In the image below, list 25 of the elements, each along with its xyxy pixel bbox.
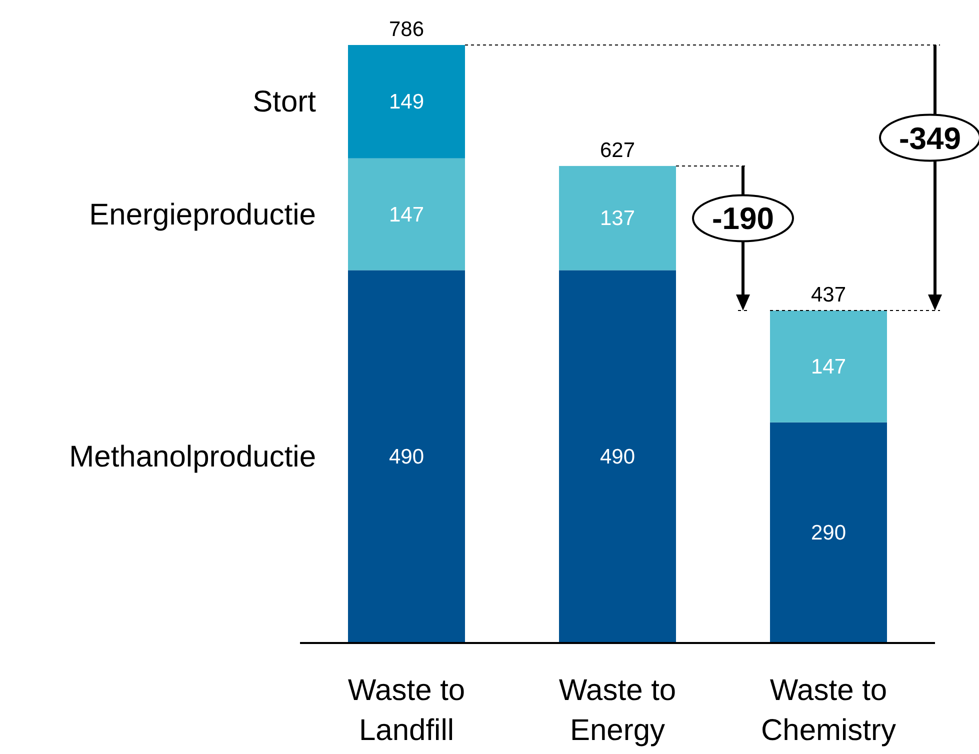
data-label: 147 (388, 203, 424, 226)
data-label: 137 (600, 207, 636, 230)
annotation: -190 (712, 201, 774, 236)
x-tick-label: Waste to Energy (558, 674, 676, 747)
data-label: 290 (810, 522, 846, 545)
data-label: 490 (600, 446, 636, 469)
series-label: Stort (252, 86, 317, 119)
bar (770, 310, 887, 422)
bar (559, 270, 676, 643)
x-tick-label: Waste to Landfill (348, 674, 466, 747)
total-label: 627 (600, 138, 636, 162)
bar (348, 270, 465, 643)
total-label: 437 (810, 284, 846, 307)
bar (559, 166, 676, 270)
bar (770, 422, 887, 643)
x-tick-label: Waste to Chemistry (760, 674, 896, 747)
bar (348, 45, 465, 158)
series-label: Energieproductie (89, 198, 316, 232)
annotation: -349 (898, 120, 962, 156)
data-label: 149 (388, 90, 424, 114)
bar (348, 158, 465, 270)
data-label: 490 (388, 446, 424, 469)
series-label: Methanolproductie (69, 440, 316, 474)
data-label: 147 (810, 355, 846, 378)
total-label: 786 (388, 18, 424, 41)
